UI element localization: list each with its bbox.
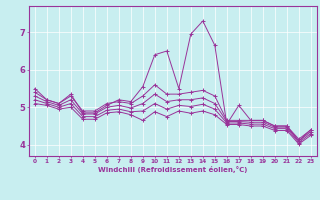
X-axis label: Windchill (Refroidissement éolien,°C): Windchill (Refroidissement éolien,°C) (98, 166, 247, 173)
